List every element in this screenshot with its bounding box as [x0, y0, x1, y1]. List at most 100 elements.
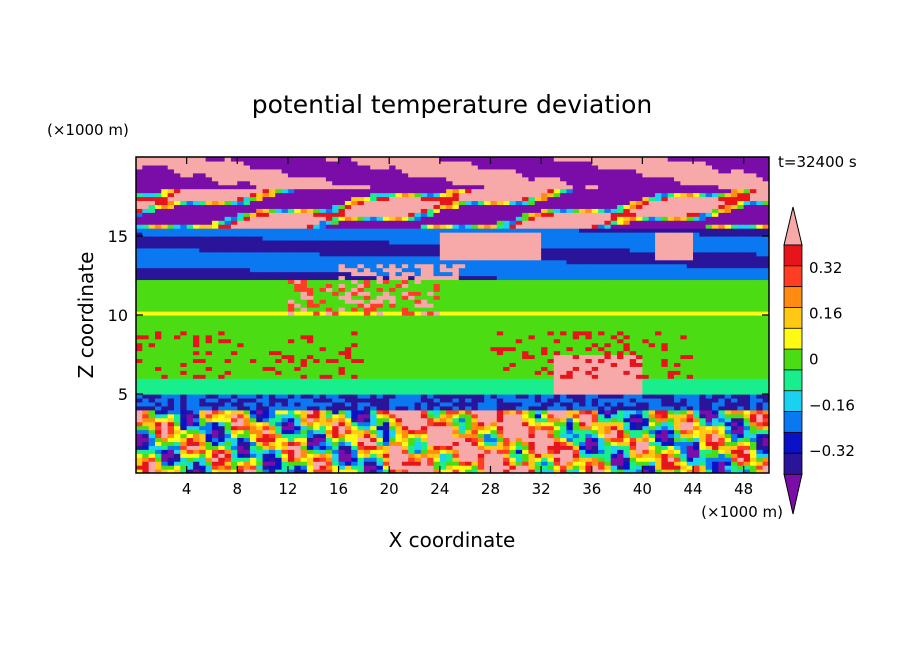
field-cell: [427, 188, 435, 194]
field-cell: [503, 409, 511, 415]
field-cell: [211, 299, 219, 304]
field-cell: [186, 413, 194, 419]
field-cell: [503, 236, 511, 241]
field-cell: [509, 445, 517, 450]
field-cell: [401, 188, 409, 194]
field-cell: [211, 267, 219, 273]
field-cell: [237, 307, 245, 312]
field-cell: [199, 247, 207, 253]
field-cell: [439, 168, 447, 174]
field-cell: [332, 425, 340, 431]
field-cell: [167, 394, 175, 399]
field-cell: [446, 469, 454, 473]
field-cell: [503, 461, 511, 466]
field-cell: [458, 303, 466, 308]
field-cell: [484, 417, 492, 423]
field-cell: [142, 196, 150, 202]
field-cell: [395, 330, 403, 336]
field-cell: [218, 394, 226, 399]
field-cell: [351, 275, 359, 281]
field-cell: [484, 180, 492, 186]
field-cell: [205, 168, 213, 174]
field-cell: [458, 283, 466, 288]
field-cell: [186, 437, 194, 442]
field-cell: [509, 386, 517, 391]
field-cell: [376, 236, 384, 241]
field-cell: [408, 208, 416, 213]
field-cell: [357, 196, 365, 202]
field-cell: [136, 243, 143, 249]
field-cell: [161, 168, 169, 174]
field-cell: [205, 311, 213, 316]
field-cell: [300, 192, 308, 198]
field-cell: [477, 457, 485, 462]
field-cell: [218, 413, 226, 419]
field-cell: [477, 291, 485, 296]
field-cell: [268, 279, 276, 284]
field-cell: [376, 172, 384, 178]
field-cell: [148, 405, 156, 411]
field-cell: [211, 449, 219, 454]
field-cell: [262, 315, 270, 320]
field-cell: [509, 322, 517, 328]
field-cell: [161, 239, 169, 245]
field-cell: [275, 370, 283, 375]
field-cell: [224, 239, 232, 245]
field-cell: [306, 394, 314, 399]
field-cell: [439, 236, 447, 241]
field-cell: [281, 220, 289, 225]
field-cell: [465, 429, 473, 435]
field-cell: [161, 433, 169, 439]
field-cell: [230, 461, 238, 466]
field-cell: [180, 212, 188, 217]
field-cell: [281, 354, 289, 360]
field-cell: [370, 401, 378, 407]
field-cell: [161, 326, 169, 332]
field-cell: [452, 303, 460, 308]
field-cell: [370, 236, 378, 241]
field-cell: [465, 465, 473, 470]
field-cell: [300, 425, 308, 431]
field-cell: [161, 330, 169, 336]
field-cell: [477, 354, 485, 360]
field-cell: [420, 378, 428, 383]
field-cell: [338, 433, 346, 439]
field-cell: [275, 283, 283, 288]
field-cell: [357, 358, 365, 363]
field-cell: [370, 394, 378, 399]
field-cell: [148, 196, 156, 202]
field-cell: [477, 417, 485, 423]
field-cell: [446, 421, 454, 427]
field-cell: [515, 239, 523, 245]
field-cell: [313, 370, 321, 375]
field-cell: [458, 315, 466, 320]
field-cell: [192, 457, 200, 462]
field-cell: [465, 461, 473, 466]
field-cell: [363, 409, 371, 415]
field-cell: [351, 449, 359, 454]
field-cell: [180, 461, 188, 466]
field-cell: [294, 469, 302, 473]
field-cell: [496, 409, 504, 415]
field-cell: [420, 168, 428, 174]
field-cell: [477, 374, 485, 379]
field-cell: [503, 307, 511, 312]
field-cell: [230, 259, 238, 265]
field-cell: [256, 291, 264, 296]
field-cell: [313, 390, 321, 395]
field-cell: [446, 232, 454, 237]
field-cell: [180, 299, 188, 304]
field-cell: [338, 243, 346, 249]
field-cell: [287, 386, 295, 391]
field-cell: [509, 315, 517, 320]
field-cell: [395, 362, 403, 367]
field-cell: [370, 437, 378, 442]
field-cell: [148, 212, 156, 217]
field-cell: [313, 267, 321, 273]
field-cell: [319, 192, 327, 198]
field-cell: [427, 299, 435, 304]
field-cell: [401, 228, 409, 233]
field-cell: [167, 291, 175, 296]
field-cell: [376, 362, 384, 367]
field-cell: [363, 295, 371, 300]
